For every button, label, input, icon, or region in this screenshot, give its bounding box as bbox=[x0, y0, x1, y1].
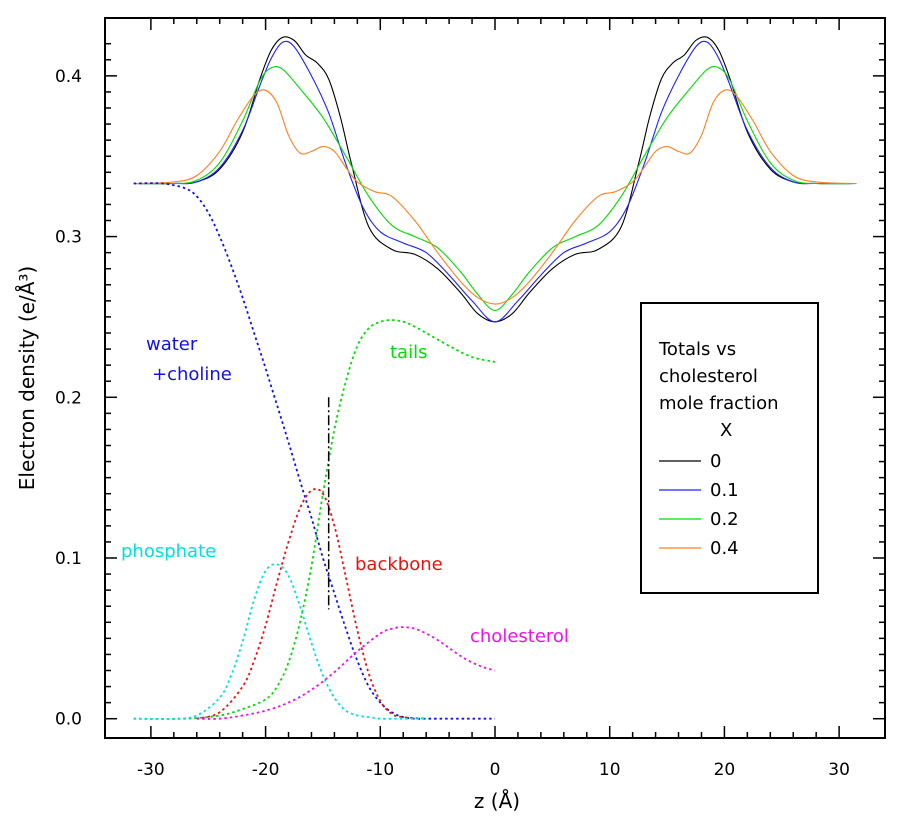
x-tick-label: 10 bbox=[599, 760, 621, 780]
series-line-cholesterol bbox=[196, 626, 496, 720]
legend-entries: 0 0.1 0.2 0.4 bbox=[659, 451, 739, 559]
y-tick-label: 0.4 bbox=[55, 67, 82, 87]
annotation-cholesterol: cholesterol bbox=[470, 626, 569, 647]
legend-title-line-2: cholesterol bbox=[659, 366, 758, 387]
annotation-backbone: backbone bbox=[355, 554, 443, 575]
series-line-0 bbox=[133, 36, 857, 323]
annotation-phosphate: phosphate bbox=[121, 541, 216, 562]
series-line-water-choline bbox=[133, 182, 495, 720]
series-layer bbox=[133, 36, 857, 720]
axis-ticks bbox=[105, 18, 885, 738]
y-axis-label: Electron density (e/Å³) bbox=[15, 266, 39, 490]
x-tick-label: -10 bbox=[366, 760, 394, 780]
legend-label: 0.2 bbox=[710, 509, 739, 530]
series-line-phosphate bbox=[133, 563, 427, 720]
x-tick-label: 30 bbox=[828, 760, 850, 780]
series-line-backbone bbox=[196, 488, 427, 720]
legend: Totals vs cholesterol mole fraction X 00… bbox=[640, 302, 819, 594]
x-tick-label: 20 bbox=[714, 760, 736, 780]
annotation-tails: tails bbox=[390, 342, 427, 363]
series-line-0-1 bbox=[133, 40, 857, 323]
legend-title-line-1: Totals vs bbox=[658, 339, 736, 360]
annotation-water: water bbox=[146, 334, 198, 355]
legend-label: 0.1 bbox=[710, 480, 739, 501]
x-tick-label: 0 bbox=[490, 760, 501, 780]
x-axis-label: z (Å) bbox=[474, 789, 520, 813]
series-line-tails bbox=[133, 319, 496, 720]
legend-title-line-3: mole fraction bbox=[659, 393, 779, 414]
legend-box bbox=[640, 302, 819, 594]
series-line-0-4 bbox=[133, 89, 857, 305]
legend-label: 0 bbox=[710, 451, 721, 472]
legend-title-line-4: X bbox=[720, 420, 732, 441]
annotation-choline: +choline bbox=[152, 364, 232, 385]
y-tick-label: 0.2 bbox=[55, 388, 82, 408]
x-tick-label: -30 bbox=[137, 760, 165, 780]
y-tick-label: 0.1 bbox=[55, 549, 82, 569]
legend-label: 0.4 bbox=[710, 538, 739, 559]
y-tick-label: 0.0 bbox=[55, 710, 82, 730]
x-tick-label: -20 bbox=[252, 760, 280, 780]
axis-tick-labels: -30 -20 -10 0 10 20 30 0.0 0.1 0.2 0.3 0.4 bbox=[55, 67, 850, 780]
series-line-0-2 bbox=[133, 65, 857, 312]
y-tick-label: 0.3 bbox=[55, 228, 82, 248]
